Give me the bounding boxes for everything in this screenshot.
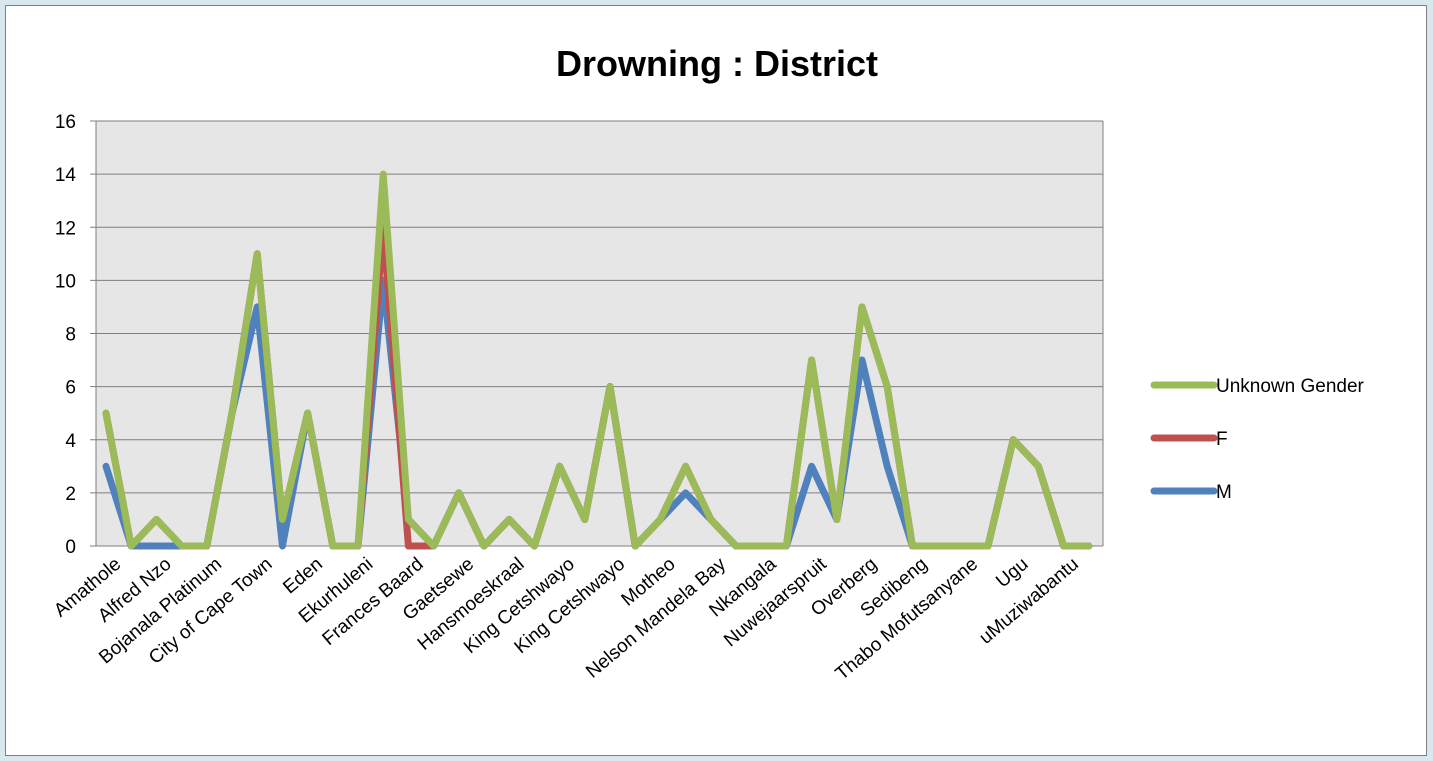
y-tick-label: 16 <box>55 112 76 133</box>
legend: Unknown Gender F M <box>1150 376 1365 503</box>
chart-canvas: Drowning : District 0 2 4 6 8 10 12 14 16 Amatho… <box>50 43 1365 685</box>
y-tick-label: 4 <box>65 431 76 452</box>
legend-label: Unknown Gender <box>1216 376 1365 397</box>
y-tick-label: 6 <box>65 378 76 399</box>
series-lines <box>102 170 1093 550</box>
y-tick-label: 2 <box>65 484 76 505</box>
chart-title: Drowning : District <box>556 43 878 84</box>
legend-label: M <box>1216 482 1232 503</box>
legend-label: F <box>1216 429 1228 450</box>
y-axis: 0 2 4 6 8 10 12 14 16 <box>55 112 96 558</box>
series-line-unknown-gender <box>102 170 1093 550</box>
y-tick-label: 8 <box>65 325 76 346</box>
x-tick-label: Ugu <box>992 554 1032 592</box>
chart-frame: Drowning : District 0 2 4 6 8 10 12 14 16 Amatho… <box>5 5 1427 756</box>
y-tick-label: 14 <box>55 165 77 186</box>
y-tick-label: 10 <box>55 271 76 292</box>
y-tick-label: 0 <box>65 537 76 558</box>
y-tick-label: 12 <box>55 218 76 239</box>
